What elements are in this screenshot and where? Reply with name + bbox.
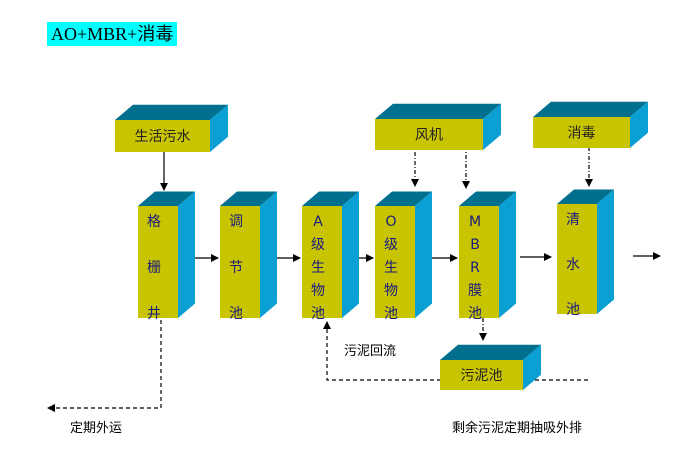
box-clear-front [557,204,597,314]
box-grille-top [138,191,195,206]
box-sewage-side [210,104,228,152]
box-adjust-char: 调 [229,214,243,230]
box-mbr-char: B [470,237,480,253]
box-disinfect-side [630,101,648,148]
box-sewage-label: 生活污水 [135,129,191,145]
box-blower-label: 风机 [415,128,443,144]
box-a-tank-char: 物 [311,283,325,299]
excess-sludge-label: 剩余污泥定期抽吸外排 [452,421,583,436]
box-a-tank-char: 生 [311,260,325,276]
box-o-tank-front [375,206,415,318]
box-disinfect: 消毒 [533,101,648,148]
box-mbr-char: M [469,214,481,230]
box-sewage: 生活污水 [115,104,228,152]
box-clear-side [597,189,614,314]
box-o-tank-side [415,191,432,318]
box-mbr-front [459,206,499,318]
box-blower-side [483,103,501,150]
box-sludge-label: 污泥池 [461,368,503,384]
box-adjust-top [220,191,277,206]
box-a-tank-front [302,206,342,318]
box-blower-top [375,103,501,119]
box-blower: 风机 [375,103,501,150]
box-o-tank-char: O [385,214,396,230]
box-a-tank-char: 级 [311,237,325,253]
box-grille: 格栅井 [138,191,195,322]
box-o-tank-char: 生 [384,260,398,276]
box-clear: 清水池 [557,189,614,318]
box-adjust-front [220,206,260,318]
box-adjust-char: 节 [229,260,243,276]
box-a-tank-top [302,191,359,206]
box-mbr-top [459,191,516,206]
box-clear-char: 清 [566,212,580,228]
box-adjust-side [260,191,277,318]
box-disinfect-front [533,117,630,148]
box-sewage-front [115,120,210,152]
box-sewage-top [115,104,228,120]
box-mbr-side [499,191,516,318]
box-o-tank-char: 物 [384,283,398,299]
box-blower-front [375,119,483,150]
box-grille-char: 格 [147,214,161,230]
diagram-title: AO+MBR+消毒 [47,22,178,46]
box-a-tank-side [342,191,359,318]
box-a-tank-char: A [313,214,323,230]
box-a-tank-char: 池 [311,306,325,322]
periodic-out-label: 定期外运 [70,421,123,436]
box-o-tank-top [375,191,432,206]
box-clear-top [557,189,614,204]
box-adjust-char: 池 [229,306,243,322]
box-mbr-char: 池 [468,306,482,322]
box-sludge-side [523,344,541,390]
box-grille-char: 井 [147,306,161,322]
box-clear-char: 池 [566,302,580,318]
box-adjust: 调节池 [220,191,277,322]
box-disinfect-label: 消毒 [568,126,596,142]
box-o-tank-char: 级 [384,237,398,253]
box-clear-char: 水 [566,257,580,273]
box-disinfect-top [533,101,648,117]
box-sludge-top [440,344,541,360]
box-grille-side [178,191,195,318]
box-mbr-char: R [470,260,480,276]
arrow-grille-out [47,320,162,412]
box-grille-char: 栅 [147,260,161,276]
box-o-tank-char: 池 [384,306,398,322]
box-sludge: 污泥池 [440,344,541,390]
box-mbr-char: 膜 [468,283,482,299]
sludge-return-label: 污泥回流 [344,344,397,359]
box-sludge-front [440,360,523,390]
box-grille-front [138,206,178,318]
